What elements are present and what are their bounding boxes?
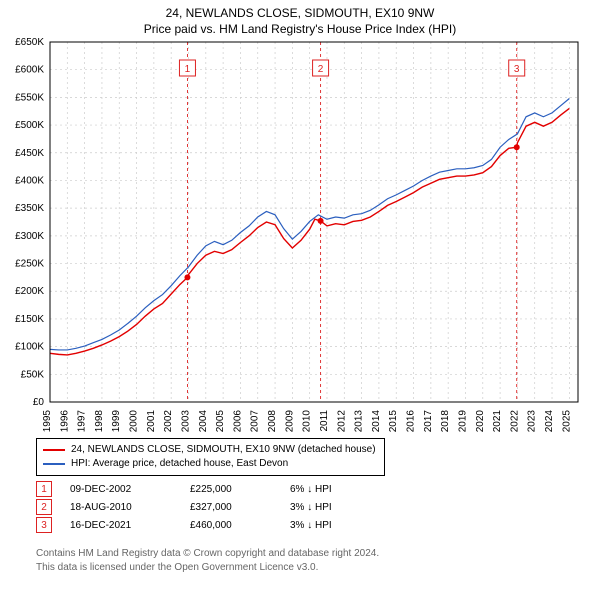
legend-swatch-price-paid — [43, 449, 65, 451]
svg-text:2020: 2020 — [475, 410, 486, 432]
event-price: £327,000 — [190, 502, 290, 513]
svg-text:£300K: £300K — [15, 231, 44, 242]
legend-row-hpi: HPI: Average price, detached house, East… — [43, 457, 376, 471]
svg-text:£250K: £250K — [15, 259, 44, 270]
sale-event-row: 1 09-DEC-2002£225,0006% ↓ HPI — [36, 480, 380, 498]
svg-text:2016: 2016 — [406, 410, 417, 432]
svg-text:2019: 2019 — [457, 410, 468, 432]
legend-label-hpi: HPI: Average price, detached house, East… — [71, 457, 288, 471]
svg-text:2001: 2001 — [146, 410, 157, 432]
svg-text:1997: 1997 — [77, 410, 88, 432]
svg-text:2002: 2002 — [163, 410, 174, 432]
event-date: 09-DEC-2002 — [70, 484, 190, 495]
svg-text:2017: 2017 — [423, 410, 434, 432]
sale-event-row: 3 16-DEC-2021£460,0003% ↓ HPI — [36, 516, 380, 534]
svg-text:2011: 2011 — [319, 410, 330, 432]
page: { "title": { "line1": "24, NEWLANDS CLOS… — [0, 0, 600, 590]
svg-text:2025: 2025 — [561, 410, 572, 432]
svg-text:2015: 2015 — [388, 410, 399, 432]
legend-row-price-paid: 24, NEWLANDS CLOSE, SIDMOUTH, EX10 9NW (… — [43, 443, 376, 457]
svg-text:2008: 2008 — [267, 410, 278, 432]
sale-events-table: 1 09-DEC-2002£225,0006% ↓ HPI 2 18-AUG-2010… — [36, 480, 380, 534]
svg-text:£350K: £350K — [15, 203, 44, 214]
svg-text:2014: 2014 — [371, 410, 382, 432]
svg-text:£650K: £650K — [15, 37, 44, 48]
event-number-box: 2 — [36, 499, 52, 515]
event-price: £460,000 — [190, 520, 290, 531]
event-date: 18-AUG-2010 — [70, 502, 190, 513]
event-diff: 3% ↓ HPI — [290, 520, 380, 531]
price-chart: £0 £50K £100K £150K £200K £250K £300K £350K £400… — [0, 0, 600, 432]
svg-text:1998: 1998 — [94, 410, 105, 432]
svg-text:£500K: £500K — [15, 120, 44, 131]
svg-text:2005: 2005 — [215, 410, 226, 432]
sale-event-row: 2 18-AUG-2010£327,0003% ↓ HPI — [36, 498, 380, 516]
legend-label-price-paid: 24, NEWLANDS CLOSE, SIDMOUTH, EX10 9NW (… — [71, 443, 376, 457]
svg-text:1999: 1999 — [111, 410, 122, 432]
svg-text:2000: 2000 — [129, 410, 140, 432]
legend-swatch-hpi — [43, 463, 65, 465]
svg-text:2010: 2010 — [302, 410, 313, 432]
svg-text:2007: 2007 — [250, 410, 261, 432]
svg-text:£450K: £450K — [15, 148, 44, 159]
svg-text:£50K: £50K — [21, 369, 45, 380]
svg-text:2023: 2023 — [527, 410, 538, 432]
svg-text:1: 1 — [185, 64, 191, 75]
svg-text:£600K: £600K — [15, 65, 44, 76]
event-diff: 3% ↓ HPI — [290, 502, 380, 513]
svg-text:2009: 2009 — [284, 410, 295, 432]
svg-text:2003: 2003 — [180, 410, 191, 432]
svg-text:£0: £0 — [33, 397, 45, 408]
svg-text:1996: 1996 — [59, 410, 70, 432]
event-diff: 6% ↓ HPI — [290, 484, 380, 495]
svg-text:2013: 2013 — [354, 410, 365, 432]
event-number-box: 1 — [36, 481, 52, 497]
svg-text:£200K: £200K — [15, 286, 44, 297]
attribution-line2: This data is licensed under the Open Gov… — [36, 562, 318, 573]
svg-text:2012: 2012 — [336, 410, 347, 432]
svg-text:2021: 2021 — [492, 410, 503, 432]
svg-text:£400K: £400K — [15, 175, 44, 186]
svg-text:2: 2 — [318, 64, 324, 75]
svg-text:£550K: £550K — [15, 92, 44, 103]
svg-text:2024: 2024 — [544, 410, 555, 432]
event-number-box: 3 — [36, 517, 52, 533]
chart-legend: 24, NEWLANDS CLOSE, SIDMOUTH, EX10 9NW (… — [36, 438, 385, 476]
svg-text:2006: 2006 — [232, 410, 243, 432]
svg-text:3: 3 — [514, 64, 520, 75]
svg-text:1995: 1995 — [42, 410, 53, 432]
svg-text:£100K: £100K — [15, 342, 44, 353]
svg-text:£150K: £150K — [15, 314, 44, 325]
svg-text:2022: 2022 — [509, 410, 520, 432]
svg-text:2018: 2018 — [440, 410, 451, 432]
event-price: £225,000 — [190, 484, 290, 495]
svg-text:2004: 2004 — [198, 410, 209, 432]
attribution-line1: Contains HM Land Registry data © Crown c… — [36, 548, 379, 559]
event-date: 16-DEC-2021 — [70, 520, 190, 531]
